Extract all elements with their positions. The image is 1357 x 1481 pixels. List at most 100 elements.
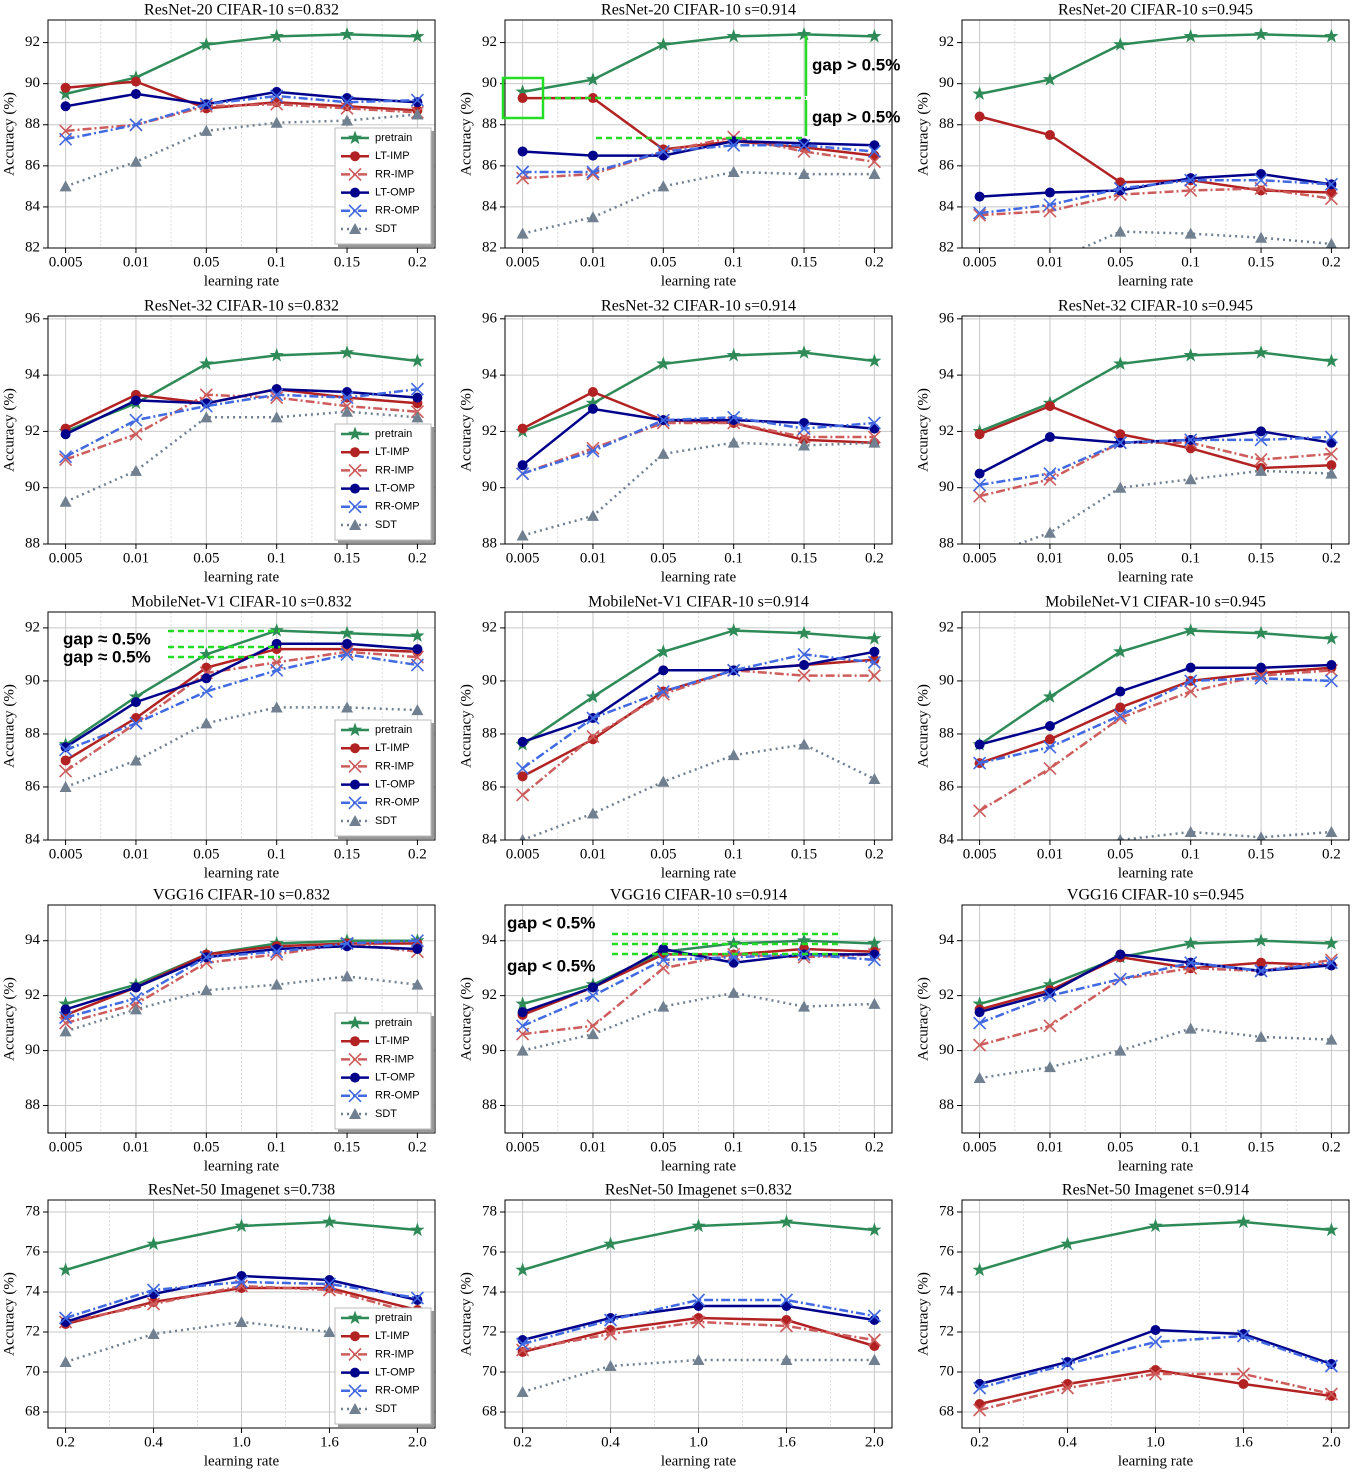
series-line xyxy=(65,33,418,96)
y-tick-label: 70 xyxy=(939,1363,954,1379)
series-line xyxy=(522,144,875,174)
marker xyxy=(1253,26,1269,41)
marker xyxy=(1254,173,1268,187)
marker xyxy=(973,1403,987,1417)
subplot: ResNet-50 Imagenet s=0.914 68 70 72 74 76 78 0.… xyxy=(915,1182,1350,1469)
x-axis-label: learning rate xyxy=(204,569,280,585)
marker xyxy=(270,388,284,402)
series-line xyxy=(64,642,418,749)
series-line xyxy=(979,955,1332,1011)
legend-marker xyxy=(348,204,362,218)
plot-area xyxy=(58,933,425,1037)
y-tick-label: 92 xyxy=(25,34,40,50)
marker xyxy=(867,1222,882,1237)
legend-box xyxy=(334,1307,432,1425)
legend-marker xyxy=(350,187,360,198)
y-tick-label: 90 xyxy=(939,75,954,91)
series-line xyxy=(522,390,875,444)
axes-frame xyxy=(961,315,1350,545)
marker xyxy=(658,665,669,676)
marker xyxy=(130,982,141,993)
marker xyxy=(129,118,143,132)
x-tick-label: 0.15 xyxy=(791,846,817,862)
marker xyxy=(1326,660,1337,671)
x-tick-label: 0.15 xyxy=(791,1139,817,1155)
x-tick-label: 0.15 xyxy=(1248,254,1274,270)
y-tick-label: 88 xyxy=(25,1097,40,1113)
marker xyxy=(657,180,670,192)
marker xyxy=(129,1003,142,1015)
marker xyxy=(796,26,812,41)
marker xyxy=(59,1356,72,1367)
marker xyxy=(656,684,670,699)
marker xyxy=(867,655,881,669)
x-tick-label: 0.05 xyxy=(1107,1139,1133,1155)
series-line xyxy=(64,650,418,773)
marker xyxy=(200,124,213,136)
marker xyxy=(1184,674,1198,688)
y-tick-label: 72 xyxy=(939,1323,954,1339)
legend-label: LT-IMP xyxy=(375,1330,410,1342)
axes-frame xyxy=(47,1199,436,1429)
x-tick-label: 0.15 xyxy=(1248,1139,1274,1155)
x-tick-label: 0.005 xyxy=(49,1139,83,1155)
x-tick-label: 0.1 xyxy=(267,846,286,862)
y-axis-label: Accuracy (%) xyxy=(1,1272,17,1356)
y-tick-label: 78 xyxy=(482,1203,497,1219)
marker xyxy=(129,413,143,427)
marker xyxy=(1325,467,1338,479)
x-tick-label: 0.2 xyxy=(1322,846,1341,862)
series-line xyxy=(521,653,875,770)
marker xyxy=(410,1291,424,1305)
marker xyxy=(270,391,284,405)
legend-marker xyxy=(349,223,361,234)
y-tick-label: 88 xyxy=(939,1097,954,1113)
x-tick-label: 0.2 xyxy=(408,1139,427,1155)
legend-marker xyxy=(348,463,362,477)
marker xyxy=(1255,1030,1268,1042)
marker xyxy=(799,138,810,149)
x-tick-label: 1.0 xyxy=(232,1434,251,1450)
y-tick-label: 68 xyxy=(25,1403,40,1419)
marker xyxy=(1255,464,1268,476)
marker xyxy=(798,738,811,750)
marker xyxy=(656,953,670,967)
marker xyxy=(516,1019,530,1033)
marker xyxy=(656,37,671,51)
marker xyxy=(726,623,741,637)
y-tick-label: 78 xyxy=(939,1203,954,1219)
marker xyxy=(798,439,811,451)
marker xyxy=(410,934,424,948)
x-tick-label: 0.05 xyxy=(1107,846,1133,862)
marker xyxy=(519,834,526,840)
marker xyxy=(797,669,811,683)
y-tick-label: 86 xyxy=(482,157,498,173)
legend-marker xyxy=(348,500,362,514)
marker xyxy=(1326,460,1337,471)
y-tick-label: 76 xyxy=(25,1243,41,1259)
legend-label: RR-IMP xyxy=(375,1053,414,1065)
marker xyxy=(798,1000,811,1012)
x-tick-label: 0.01 xyxy=(1037,1139,1063,1155)
x-axis-label: learning rate xyxy=(661,1158,737,1174)
marker xyxy=(586,711,600,725)
x-tick-label: 0.005 xyxy=(49,550,83,566)
y-tick-label: 94 xyxy=(482,367,498,383)
marker xyxy=(1324,430,1338,444)
marker xyxy=(339,625,355,640)
y-tick-label: 90 xyxy=(25,75,40,91)
marker xyxy=(130,88,141,99)
x-tick-label: 0.05 xyxy=(193,1139,219,1155)
marker xyxy=(586,211,599,223)
y-tick-label: 92 xyxy=(25,423,40,439)
marker xyxy=(1238,1379,1249,1389)
x-tick-label: 0.1 xyxy=(724,1139,743,1155)
series-line xyxy=(979,663,1332,746)
marker xyxy=(656,356,671,370)
marker xyxy=(973,1016,987,1030)
marker xyxy=(867,669,881,683)
marker xyxy=(412,644,423,655)
x-tick-label: 0.01 xyxy=(580,550,606,566)
series-line xyxy=(1014,469,1332,544)
y-tick-label: 92 xyxy=(482,987,497,1003)
